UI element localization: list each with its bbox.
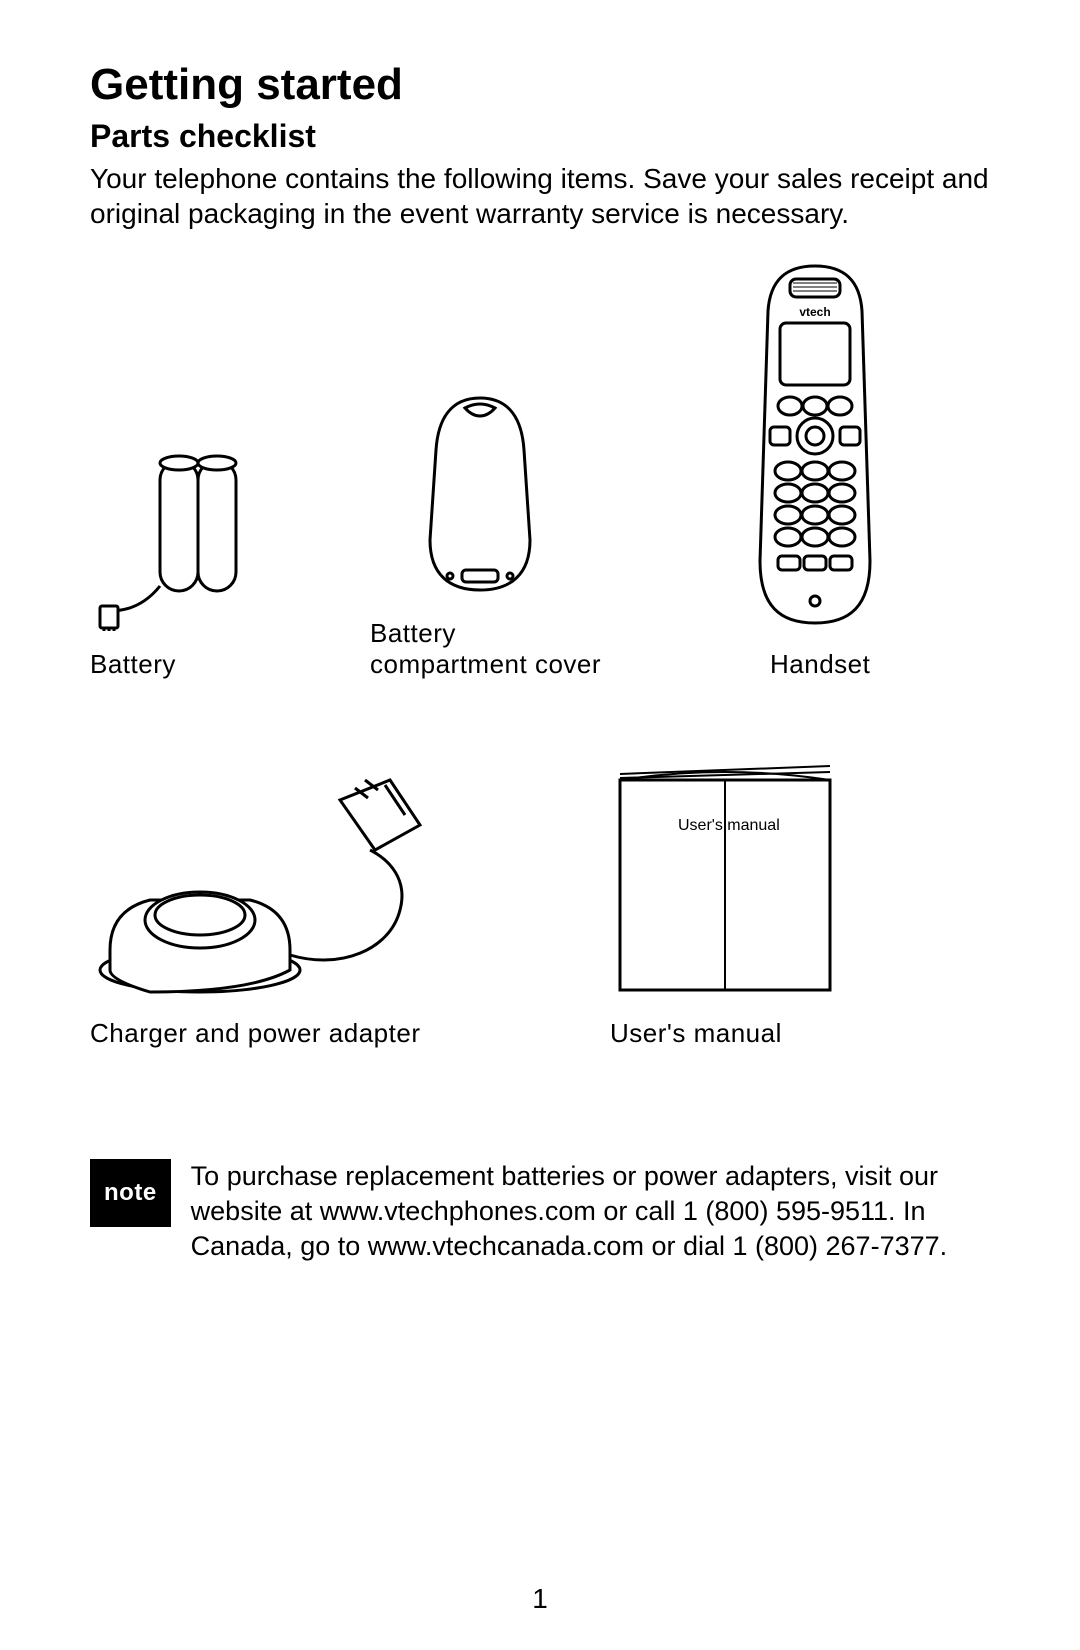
parts-row-1: Battery Battery compartment cover bbox=[90, 261, 990, 680]
manual-inner-label: User's manual bbox=[678, 817, 780, 834]
battery-icon bbox=[90, 431, 290, 631]
battery-cover-icon bbox=[400, 390, 560, 600]
manual-icon: User's manual bbox=[610, 760, 840, 1000]
note-badge: note bbox=[90, 1159, 171, 1227]
part-label: Battery compartment cover bbox=[370, 618, 601, 680]
part-label: Handset bbox=[770, 649, 870, 680]
part-manual: User's manual User's manual bbox=[610, 760, 910, 1049]
page-number: 1 bbox=[0, 1583, 1080, 1615]
intro-text: Your telephone contains the following it… bbox=[90, 161, 990, 231]
part-battery: Battery bbox=[90, 431, 310, 680]
part-battery-cover: Battery compartment cover bbox=[370, 390, 650, 680]
part-label: Battery bbox=[90, 649, 176, 680]
part-handset: vtech bbox=[730, 261, 990, 680]
note-section: note To purchase replacement batteries o… bbox=[90, 1159, 990, 1264]
section-subtitle: Parts checklist bbox=[90, 118, 990, 155]
part-charger: Charger and power adapter bbox=[90, 770, 510, 1049]
note-text: To purchase replacement batteries or pow… bbox=[191, 1159, 990, 1264]
page-title: Getting started bbox=[90, 60, 990, 110]
part-label: Charger and power adapter bbox=[90, 1018, 420, 1049]
charger-icon bbox=[90, 770, 470, 1000]
parts-row-2: Charger and power adapter User's manual … bbox=[90, 760, 990, 1049]
handset-icon: vtech bbox=[730, 261, 900, 631]
handset-brand-text: vtech bbox=[799, 305, 830, 319]
part-label: User's manual bbox=[610, 1018, 782, 1049]
manual-page: Getting started Parts checklist Your tel… bbox=[0, 0, 1080, 1650]
